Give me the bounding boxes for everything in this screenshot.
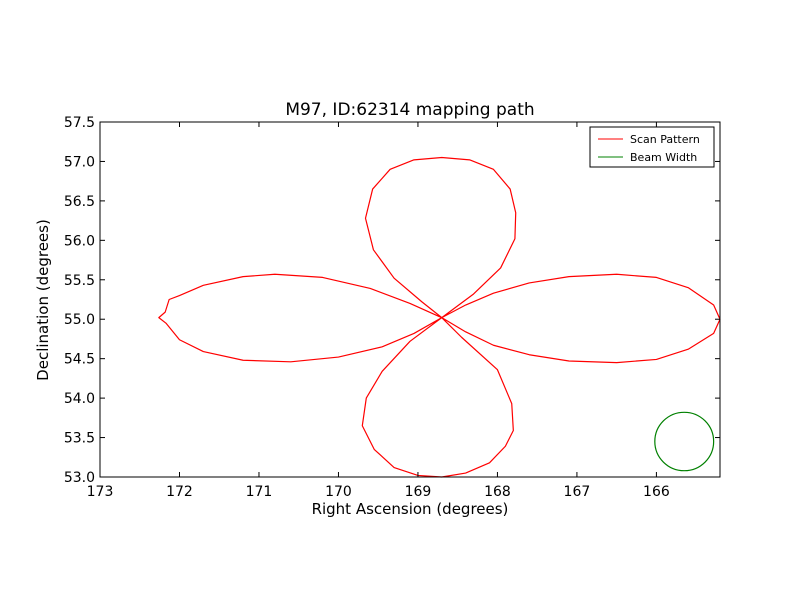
x-tick-label: 171 (246, 484, 273, 500)
y-tick-label: 56.5 (64, 194, 95, 210)
series-line-scan-pattern (158, 156, 721, 478)
x-axis-label: Right Ascension (degrees) (312, 500, 509, 518)
x-tick-label: 170 (325, 484, 352, 500)
legend-box (589, 126, 715, 168)
y-axis-label: Declination (degrees) (34, 219, 52, 381)
x-tick-label: 172 (166, 484, 193, 500)
tick-layer: 173 172 171 170 169 168 167 166 53.0 53.5 54.0 54.5… (64, 115, 720, 500)
y-tick-label: 54.5 (64, 352, 95, 368)
axes-frame (99, 121, 721, 478)
series-circle-beam-width (654, 411, 715, 472)
legend: Scan Pattern Beam Width (589, 126, 715, 168)
y-tick-label: 55.0 (64, 312, 95, 328)
x-tick-label: 166 (643, 484, 670, 500)
x-tick-label: 169 (405, 484, 432, 500)
chart-title: M97, ID:62314 mapping path (285, 100, 534, 120)
y-tick-label: 53.5 (64, 431, 95, 447)
x-tick-label: 173 (87, 484, 114, 500)
legend-label-beam-width: Beam Width (630, 151, 697, 164)
x-tick-label: 167 (564, 484, 591, 500)
y-tick-label: 55.5 (64, 273, 95, 289)
plot-area: 173 172 171 170 169 168 167 166 53.0 53.5 54.0 54.5… (64, 115, 721, 500)
legend-label-scan-pattern: Scan Pattern (630, 133, 700, 146)
x-tick-label: 168 (484, 484, 511, 500)
y-tick-label: 57.0 (64, 154, 95, 170)
series-layer (158, 156, 721, 478)
y-tick-label: 53.0 (64, 470, 95, 486)
y-tick-label: 57.5 (64, 115, 95, 131)
y-tick-label: 54.0 (64, 391, 95, 407)
y-tick-label: 56.0 (64, 233, 95, 249)
